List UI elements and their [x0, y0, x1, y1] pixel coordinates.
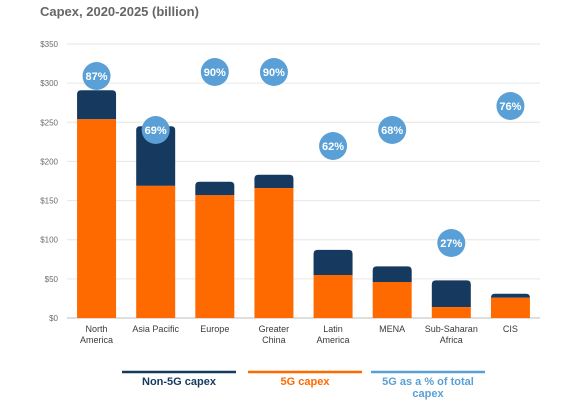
share-bubble [496, 92, 525, 120]
share-bubble [82, 62, 111, 90]
bar-non-5g-capex [372, 266, 412, 282]
bar-5g-capex [431, 307, 471, 318]
x-tick-label: North [86, 324, 108, 334]
y-tick-label: $300 [40, 79, 58, 88]
y-tick-label: $350 [40, 40, 58, 49]
x-tick-label: MENA [379, 324, 405, 334]
legend-label: 5G as a % of total [382, 376, 474, 388]
y-tick-label: $50 [45, 275, 59, 284]
share-bubble [200, 58, 229, 86]
x-tick-label: CIS [503, 324, 518, 334]
x-tick-label: Greater [259, 324, 290, 334]
bar-5g-capex [490, 297, 530, 318]
x-tick-label: China [262, 335, 286, 345]
bar-5g-capex [254, 188, 294, 318]
y-axis: $0 $50 $100 $150 $200 $250 $300 $350 [40, 40, 58, 323]
share-bubble-label: 90% [263, 67, 285, 79]
bars [77, 90, 530, 318]
share-bubble [378, 116, 407, 144]
x-tick-label: Africa [440, 335, 463, 345]
share-bubble-label: 69% [145, 125, 167, 137]
bar-5g-capex [313, 274, 353, 318]
legend-label-line2: capex [412, 388, 444, 400]
y-tick-label: $0 [49, 314, 58, 323]
bar-non-5g-capex [195, 181, 235, 196]
x-tick-label: America [80, 335, 113, 345]
bar-5g-capex [77, 119, 117, 318]
bar-5g-capex [136, 185, 176, 318]
bar-5g-capex [195, 195, 235, 318]
share-bubble-label: 27% [440, 238, 462, 250]
x-tick-label: Latin [323, 324, 343, 334]
share-bubble-label: 76% [499, 101, 521, 113]
bar-non-5g-capex [77, 90, 117, 120]
share-bubble-label: 87% [86, 71, 108, 83]
y-tick-label: $150 [40, 197, 58, 206]
legend-label: Non-5G capex [142, 376, 217, 388]
share-bubble [437, 229, 466, 257]
share-bubble [141, 116, 170, 144]
x-tick-label: Sub-Saharan [425, 324, 478, 334]
bar-non-5g-capex [490, 293, 530, 298]
y-tick-label: $250 [40, 118, 58, 127]
legend-label: 5G capex [281, 376, 331, 388]
share-bubble-label: 68% [381, 125, 403, 137]
bar-non-5g-capex [254, 174, 294, 189]
share-bubble-label: 90% [204, 67, 226, 79]
y-tick-label: $100 [40, 236, 58, 245]
share-bubble [259, 58, 288, 86]
bar-non-5g-capex [136, 126, 176, 186]
legend: Non-5G capex 5G capex 5G as a % of totalca… [122, 370, 485, 400]
share-bubbles: 87% 69% 90% 90% 62% 68% 27% 76% [82, 58, 525, 257]
share-bubble-label: 62% [322, 141, 344, 153]
x-tick-label: Asia Pacific [132, 324, 179, 334]
share-bubble [319, 132, 348, 160]
bar-non-5g-capex [313, 249, 353, 275]
x-tick-label: Europe [200, 324, 229, 334]
bar-non-5g-capex [431, 280, 471, 308]
y-tick-label: $200 [40, 157, 58, 166]
x-tick-label: America [317, 335, 350, 345]
chart-title: Capex, 2020-2025 (billion) [40, 4, 199, 19]
bar-5g-capex [372, 281, 412, 318]
